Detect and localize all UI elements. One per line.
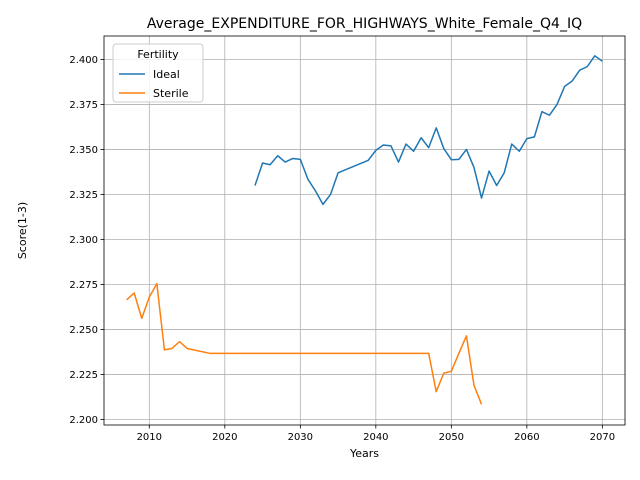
series-line-ideal [254, 55, 603, 206]
chart-title: Average_EXPENDITURE_FOR_HIGHWAYS_White_F… [147, 16, 582, 32]
y-tick-label: 2.225 [69, 370, 98, 381]
plot-frame [103, 35, 626, 426]
y-tick-label: 2.350 [69, 145, 98, 156]
legend-label-ideal: Ideal [153, 68, 180, 81]
legend-title: Fertility [137, 48, 179, 61]
legend-items: Ideal Sterile [119, 68, 189, 100]
grid [104, 36, 625, 425]
y-axis: 2.200 2.225 2.250 2.275 2.300 2.325 2.350 2.375… [69, 55, 104, 426]
y-tick-label: 2.300 [69, 235, 98, 246]
y-axis-label: Score(1-3) [16, 202, 29, 259]
y-tick-label: 2.400 [69, 55, 98, 66]
series-layer [126, 55, 603, 405]
y-tick-label: 2.200 [69, 415, 98, 426]
x-tick-label: 2040 [363, 432, 388, 443]
series-line-sterile [126, 282, 483, 405]
x-tick-label: 2050 [439, 432, 464, 443]
legend-box [112, 43, 204, 103]
legend-label-sterile: Sterile [153, 87, 189, 100]
x-tick-label: 2020 [212, 432, 237, 443]
x-tick-label: 2070 [590, 432, 615, 443]
y-tick-label: 2.275 [69, 280, 98, 291]
y-tick-label: 2.325 [69, 190, 98, 201]
y-tick-label: 2.250 [69, 325, 98, 336]
x-tick-label: 2030 [288, 432, 313, 443]
x-tick-label: 2010 [137, 432, 162, 443]
x-axis-label: Years [349, 447, 379, 460]
legend: Fertility Ideal Sterile [112, 43, 204, 103]
y-tick-label: 2.375 [69, 100, 98, 111]
x-tick-label: 2060 [514, 432, 539, 443]
x-axis: 2010 2020 2030 2040 2050 2060 2070 [137, 425, 615, 443]
